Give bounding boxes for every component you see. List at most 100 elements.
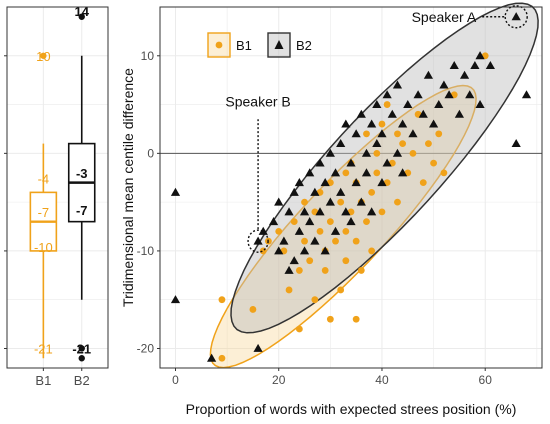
x-tick-label: 0 bbox=[172, 373, 179, 387]
box-value-label: -3 bbox=[76, 166, 88, 181]
scatter-point-b2 bbox=[367, 207, 377, 216]
scatter-point-b2 bbox=[444, 90, 454, 99]
box-value-label: -21 bbox=[72, 341, 91, 356]
scatter-point-b2 bbox=[392, 148, 403, 157]
scatter-point-b2 bbox=[325, 148, 335, 157]
scatter-point-b1 bbox=[399, 140, 407, 147]
scatter-point-b2 bbox=[398, 168, 408, 177]
scatter-point-b1 bbox=[430, 159, 437, 167]
scatter-point-b1 bbox=[295, 325, 303, 333]
scatter-point-b2 bbox=[418, 109, 428, 118]
scatter-point-b1 bbox=[275, 228, 283, 235]
y-tick-label: 0 bbox=[147, 146, 154, 160]
scatter-point-b1 bbox=[321, 267, 329, 274]
scatter-point-b1 bbox=[301, 237, 308, 245]
scatter-point-b2 bbox=[459, 70, 470, 79]
scatter-point-b2 bbox=[413, 90, 423, 99]
scatter-y-axis-label: Tridimensional mean centile difference bbox=[120, 68, 136, 307]
scatter-point-b2 bbox=[465, 90, 475, 99]
scatter-point-b1 bbox=[352, 315, 360, 323]
y-tick-label: -20 bbox=[137, 341, 155, 355]
scatter-point-b2 bbox=[377, 129, 387, 138]
scatter-point-b1 bbox=[409, 149, 417, 157]
box-outlier-point bbox=[40, 52, 47, 59]
scatter-x-axis-label: Proportion of words with expected strees… bbox=[186, 401, 517, 417]
scatter-y-axis: -20 -10 0 10 bbox=[137, 49, 160, 355]
scatter-point-b2 bbox=[439, 80, 449, 89]
scatter-point-b2 bbox=[511, 12, 521, 21]
scatter-point-b1 bbox=[259, 247, 267, 255]
scatter-point-b2 bbox=[367, 119, 377, 128]
boxplot-x-tick-label: B2 bbox=[74, 373, 90, 388]
scatter-point-b2 bbox=[320, 246, 330, 255]
scatter-point-b1 bbox=[368, 247, 376, 255]
y-tick-label: -10 bbox=[137, 244, 155, 258]
scatter-point-b2 bbox=[289, 256, 299, 265]
y-tick-label: 10 bbox=[141, 49, 155, 63]
scatter-point-b1 bbox=[435, 130, 443, 138]
box-value-label: 14 bbox=[75, 4, 90, 19]
scatter-point-b1 bbox=[285, 286, 293, 294]
scatter-point-b1 bbox=[316, 228, 324, 235]
scatter-point-b2 bbox=[341, 207, 351, 216]
scatter-point-b1 bbox=[311, 296, 319, 304]
speaker-b-label: Speaker B bbox=[225, 94, 290, 110]
box-value-label: -4 bbox=[38, 172, 50, 187]
legend-symbol-b1 bbox=[215, 41, 223, 49]
scatter-point-b1 bbox=[326, 218, 334, 226]
scatter-point-b2 bbox=[299, 246, 310, 255]
scatter-point-b1 bbox=[373, 169, 381, 177]
scatter-point-b2 bbox=[170, 187, 181, 196]
box-outlier-point bbox=[78, 345, 85, 352]
scatter-point-b2 bbox=[279, 236, 289, 245]
scatter-point-b2 bbox=[294, 226, 304, 235]
legend-label-b1: B1 bbox=[236, 38, 252, 53]
scatter-point-b2 bbox=[428, 119, 439, 128]
scatter-point-b1 bbox=[394, 130, 401, 138]
boxplot-x-axis: B1 B2 bbox=[35, 368, 90, 388]
scatter-point-b1 bbox=[352, 237, 360, 245]
scatter-point-b2 bbox=[372, 99, 382, 109]
scatter-point-b2 bbox=[377, 178, 387, 187]
scatter-point-b2 bbox=[470, 60, 480, 69]
scatter-point-b1 bbox=[357, 267, 365, 274]
scatter-point-b2 bbox=[511, 138, 521, 148]
scatter-point-b1 bbox=[342, 257, 350, 265]
scatter-point-b2 bbox=[449, 60, 459, 69]
scatter-point-b1 bbox=[363, 218, 370, 226]
scatter-point-b1 bbox=[218, 354, 226, 362]
box-value-label: -21 bbox=[34, 341, 53, 356]
scatter-point-b2 bbox=[361, 168, 372, 177]
scatter-point-b1 bbox=[337, 198, 345, 206]
scatter-point-b2 bbox=[336, 187, 346, 196]
scatter-point-b1 bbox=[378, 208, 386, 216]
scatter-point-b1 bbox=[306, 257, 314, 265]
scatter-point-b2 bbox=[274, 197, 284, 206]
scatter-point-b2 bbox=[299, 207, 310, 216]
scatter-point-b2 bbox=[387, 109, 397, 118]
scatter-point-b1 bbox=[290, 218, 298, 226]
scatter-point-b1 bbox=[419, 179, 427, 187]
scatter-point-b2 bbox=[382, 158, 392, 167]
scatter-point-b2 bbox=[325, 197, 335, 206]
x-tick-label: 60 bbox=[479, 373, 493, 387]
box-value-label: -10 bbox=[34, 240, 53, 255]
boxplot-panel: 10 -4 -7 -10 -21 14 -3 -7 -21 B1 B2 bbox=[4, 4, 109, 388]
scatter-point-b2 bbox=[284, 265, 294, 274]
scatter-point-b2 bbox=[475, 99, 485, 109]
scatter-point-b1 bbox=[378, 120, 386, 128]
scatter-point-b2 bbox=[408, 129, 418, 138]
scatter-point-b1 bbox=[342, 228, 350, 235]
scatter-point-b2 bbox=[351, 129, 361, 138]
box-outlier-point bbox=[78, 13, 85, 20]
scatter-point-b1 bbox=[363, 130, 370, 138]
box-value-label: -7 bbox=[76, 203, 88, 218]
scatter-point-b2 bbox=[382, 90, 392, 99]
scatter-point-b2 bbox=[253, 343, 263, 352]
scatter-point-b2 bbox=[485, 60, 495, 69]
confidence-ellipse-b2 bbox=[230, 2, 539, 334]
scatter-point-b1 bbox=[337, 286, 345, 294]
legend-label-b2: B2 bbox=[296, 38, 312, 53]
scatter-point-b1 bbox=[249, 306, 257, 313]
scatter-point-b2 bbox=[315, 158, 325, 167]
